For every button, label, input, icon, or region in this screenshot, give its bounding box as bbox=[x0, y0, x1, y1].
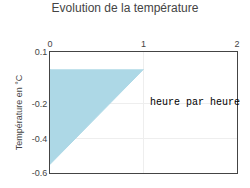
svg-text:Evolution de la température: Evolution de la température bbox=[52, 1, 199, 15]
svg-text:1: 1 bbox=[141, 39, 146, 49]
svg-text:Température en °C: Température en °C bbox=[14, 74, 24, 150]
svg-text:heure par heure: heure par heure bbox=[150, 97, 240, 108]
svg-text:2: 2 bbox=[234, 39, 239, 49]
svg-text:-0.4: -0.4 bbox=[32, 134, 48, 144]
svg-text:-0.6: -0.6 bbox=[32, 168, 48, 178]
svg-text:0: 0 bbox=[47, 39, 52, 49]
svg-text:0.1: 0.1 bbox=[35, 47, 48, 57]
svg-text:-0.2: -0.2 bbox=[32, 99, 48, 109]
